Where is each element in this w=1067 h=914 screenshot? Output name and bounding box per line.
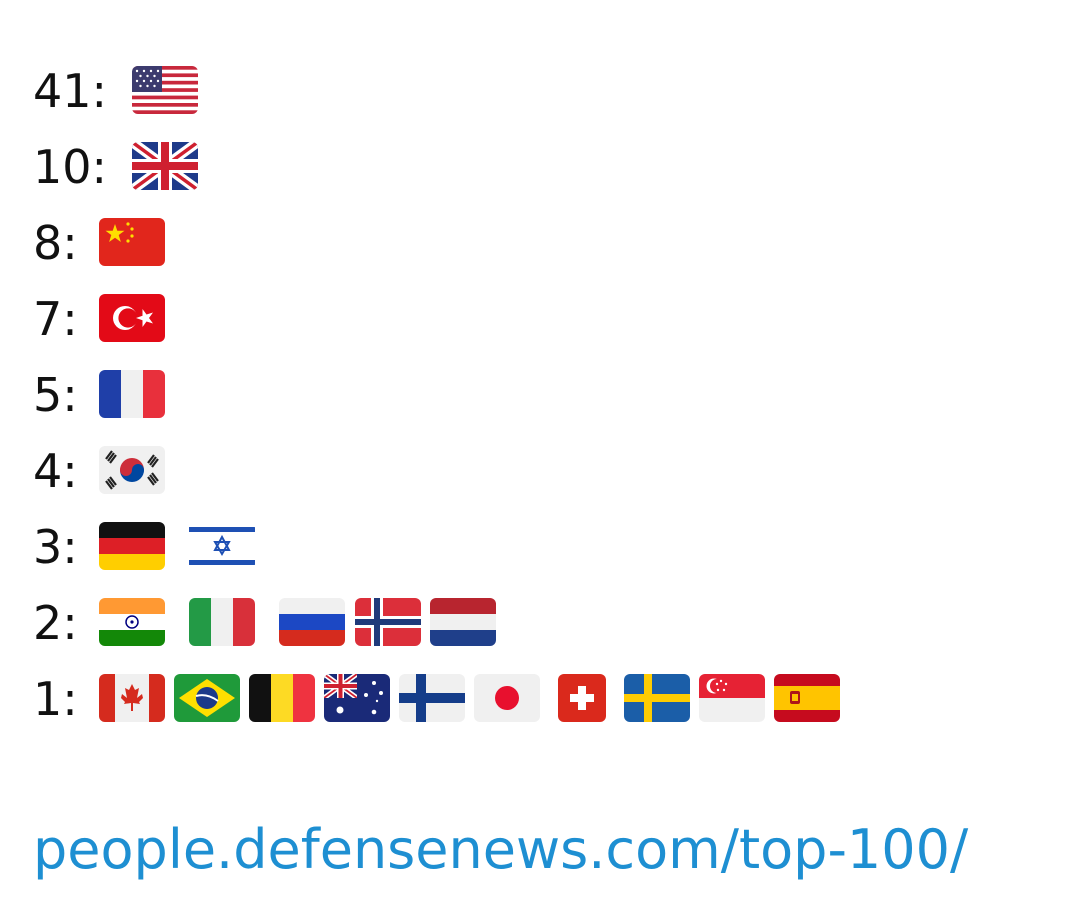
count-label: 4: — [33, 444, 78, 498]
count-label: 7: — [33, 292, 78, 346]
flag — [430, 598, 496, 646]
count-label: 10: — [33, 140, 107, 194]
link[interactable]: people.defensenews.com/top-100/ — [33, 818, 969, 881]
count-label: 1: — [33, 672, 78, 726]
flag — [774, 674, 840, 722]
flag — [174, 674, 240, 722]
count-label: 41: — [33, 64, 107, 118]
flag — [189, 598, 255, 646]
flag — [324, 674, 390, 722]
flag — [99, 598, 165, 646]
flag — [99, 522, 165, 570]
count-label: 2: — [33, 596, 78, 650]
count-label: 3: — [33, 520, 78, 574]
flag — [624, 674, 690, 722]
flag — [99, 218, 165, 266]
flag — [99, 446, 165, 494]
flag — [99, 674, 165, 722]
flag — [699, 674, 765, 722]
flag — [99, 370, 165, 418]
count-label: 8: — [33, 216, 78, 270]
flag — [399, 674, 465, 722]
flag — [279, 598, 345, 646]
flag — [558, 674, 606, 722]
flag — [355, 598, 421, 646]
flag — [474, 674, 540, 722]
flag — [132, 142, 198, 190]
flag — [99, 294, 165, 342]
flag — [189, 522, 255, 570]
count-label: 5: — [33, 368, 78, 422]
flag — [132, 66, 198, 114]
flag — [249, 674, 315, 722]
